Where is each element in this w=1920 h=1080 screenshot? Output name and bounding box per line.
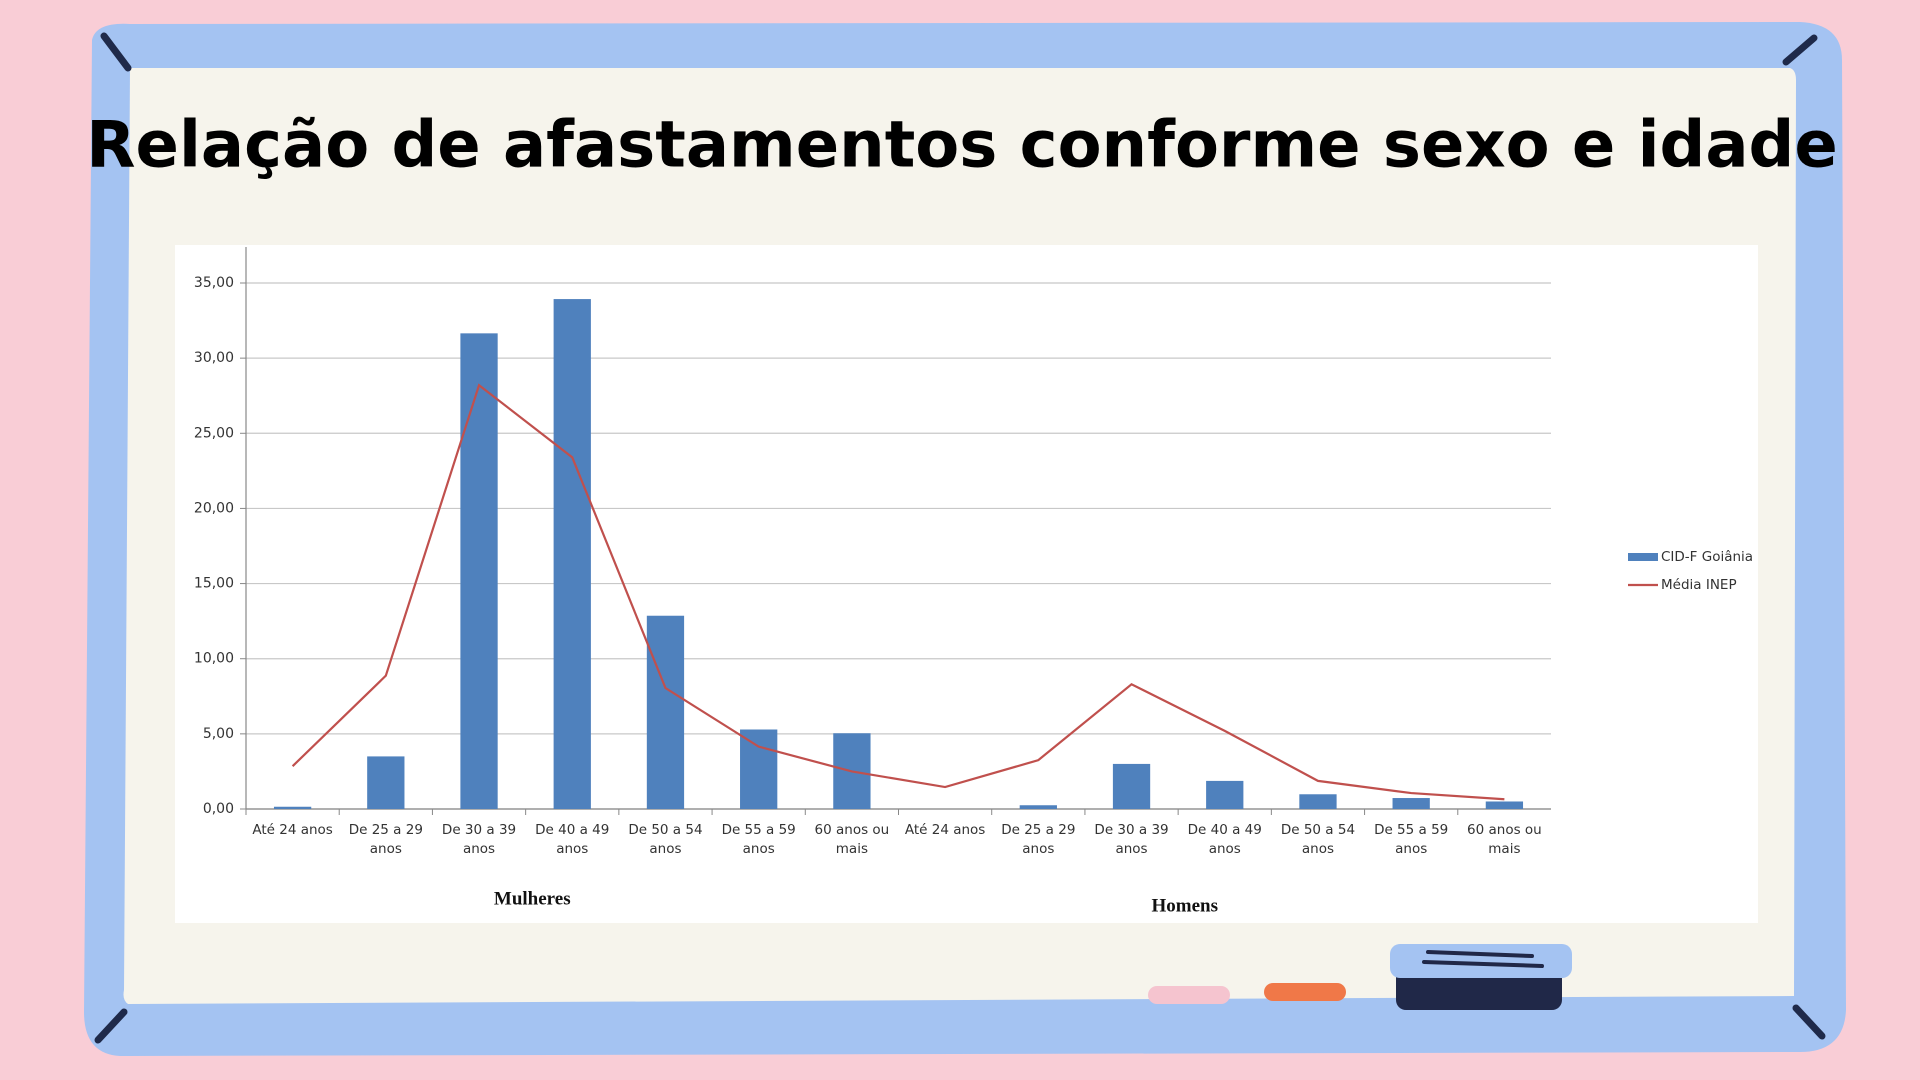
x-tick-label: De 55 a 59 anos <box>1374 822 1449 857</box>
x-tick-label: 60 anos ou mais <box>1467 822 1542 857</box>
y-tick-label: 5,00 <box>203 726 234 742</box>
chalk-orange <box>1264 983 1346 1001</box>
eraser-lines <box>1422 950 1544 968</box>
legend-label: CID-F Goiânia <box>1661 549 1753 565</box>
bar <box>1485 801 1524 809</box>
line <box>291 383 1505 801</box>
corner-marks <box>94 32 1826 1044</box>
y-tick-label: 15,00 <box>194 576 234 592</box>
bar <box>646 615 685 809</box>
y-tick-label: 10,00 <box>194 651 234 667</box>
bar <box>1019 805 1057 809</box>
x-tick-label: De 30 a 39 anos <box>441 822 517 857</box>
x-tick-label: De 50 a 54 anos <box>628 822 703 857</box>
group-label: Homens <box>1152 895 1219 916</box>
x-tick-label: De 50 a 54 anos <box>1280 822 1356 857</box>
x-tick-label: Até 24 anos <box>904 822 986 838</box>
x-tick-label: De 25 a 29 anos <box>348 822 423 857</box>
x-tick-label: De 40 a 49 anos <box>1187 822 1262 857</box>
y-tick-label: 20,00 <box>194 500 234 516</box>
group-label: Mulheres <box>494 888 571 909</box>
bar <box>460 333 498 809</box>
y-tick-label: 0,00 <box>203 801 234 817</box>
legend-swatch <box>1628 553 1658 561</box>
legend-label: Média INEP <box>1661 577 1737 593</box>
x-tick-label: De 40 a 49 anos <box>535 822 610 857</box>
bar <box>273 806 312 809</box>
chart-title: Relação de afastamentos conforme sexo e … <box>86 109 1837 183</box>
bar <box>740 729 778 809</box>
bar <box>1112 763 1151 809</box>
bar <box>1299 794 1337 809</box>
y-tick-label: 25,00 <box>194 425 234 441</box>
bar <box>1392 798 1430 809</box>
x-tick-label: 60 anos ou mais <box>814 822 890 857</box>
y-tick-label: 30,00 <box>194 350 234 366</box>
bar <box>367 756 405 809</box>
eraser-top <box>1390 944 1572 978</box>
x-tick-label: De 55 a 59 anos <box>721 822 796 857</box>
x-tick-label: De 25 a 29 anos <box>1001 822 1076 857</box>
x-tick-label: De 30 a 39 anos <box>1094 822 1169 857</box>
x-tick-label: Até 24 anos <box>252 822 333 838</box>
y-tick-label: 35,00 <box>194 275 234 291</box>
bar <box>553 299 591 809</box>
chalk-pink <box>1148 986 1230 1004</box>
bar <box>1206 780 1244 809</box>
